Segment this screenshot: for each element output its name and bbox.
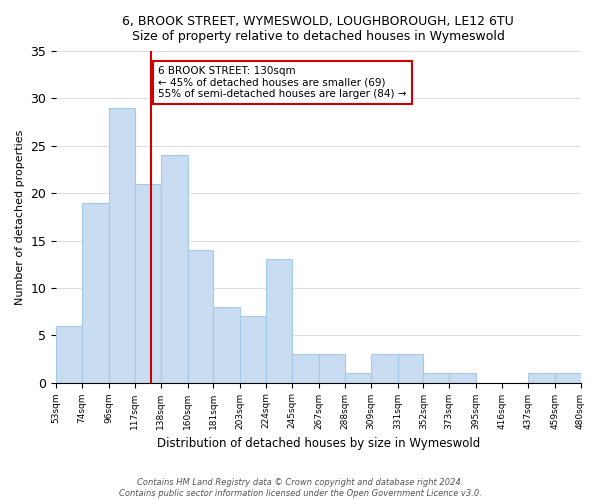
Bar	[241, 316, 266, 382]
Bar	[424, 373, 449, 382]
Title: 6, BROOK STREET, WYMESWOLD, LOUGHBOROUGH, LE12 6TU
Size of property relative to : 6, BROOK STREET, WYMESWOLD, LOUGHBOROUGH…	[122, 15, 514, 43]
Bar	[82, 202, 109, 382]
Bar	[161, 156, 188, 382]
Bar	[527, 373, 555, 382]
Bar	[345, 373, 371, 382]
Bar	[449, 373, 476, 382]
X-axis label: Distribution of detached houses by size in Wymeswold: Distribution of detached houses by size …	[157, 437, 480, 450]
Bar	[135, 184, 161, 382]
Bar	[555, 373, 581, 382]
Bar	[266, 260, 292, 382]
Bar	[319, 354, 345, 382]
Bar	[56, 326, 82, 382]
Text: Contains HM Land Registry data © Crown copyright and database right 2024.
Contai: Contains HM Land Registry data © Crown c…	[119, 478, 481, 498]
Bar	[371, 354, 398, 382]
Bar	[188, 250, 214, 382]
Text: 6 BROOK STREET: 130sqm
← 45% of detached houses are smaller (69)
55% of semi-det: 6 BROOK STREET: 130sqm ← 45% of detached…	[158, 66, 407, 99]
Bar	[292, 354, 319, 382]
Bar	[214, 307, 241, 382]
Y-axis label: Number of detached properties: Number of detached properties	[15, 129, 25, 304]
Bar	[109, 108, 135, 382]
Bar	[398, 354, 424, 382]
